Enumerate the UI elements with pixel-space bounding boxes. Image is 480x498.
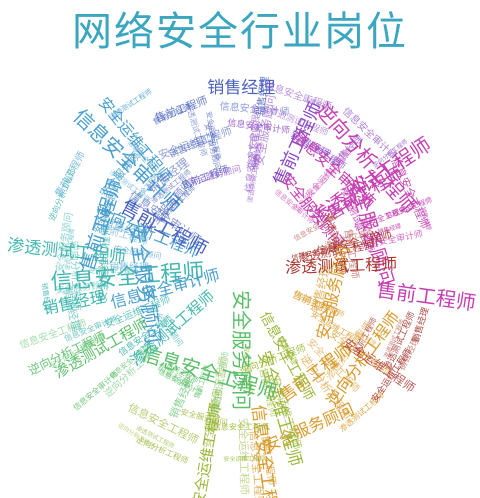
cloud-word: 信息安全工程师 (247, 429, 267, 498)
cloud-word: 销售经理 (207, 78, 275, 98)
cloud-word: 逆向分析工程师 (68, 240, 83, 310)
cloud-word: 销售经理 (40, 282, 53, 311)
cloud-word: 售前工程师 (153, 93, 209, 125)
cloud-word: 售前工程师 (52, 149, 88, 199)
cloud-word: 安全运维工程师 (95, 225, 112, 303)
cloud-word: 安全服务顾问 (230, 290, 254, 410)
cloud-word: 销售经理 (109, 260, 149, 274)
cloud-word: 信息安全工程师 (213, 421, 269, 431)
cloud-word: 渗透测试工程师 (285, 254, 398, 277)
cloud-word: 安全运维工程师 (236, 418, 251, 495)
cloud-word: 逆向分析工程师 (89, 266, 138, 275)
word-cloud: 逆向分析工程师 渗透测试工程师 安全运维工程师 销售经理 渗透测试工程师 安全运维工程师信… (0, 58, 480, 498)
cloud-word: 安全运维工程师 (242, 346, 255, 396)
cloud-word: 销售经理 (251, 142, 264, 171)
page-title: 网络安全行业岗位 (72, 9, 408, 55)
cloud-word: 安全运维工程师 (223, 454, 265, 463)
word-cloud-canvas: 逆向分析工程师渗透测试工程师安全运维工程师销售经理渗透测试工程师安全运维工程师信… (6, 76, 477, 498)
